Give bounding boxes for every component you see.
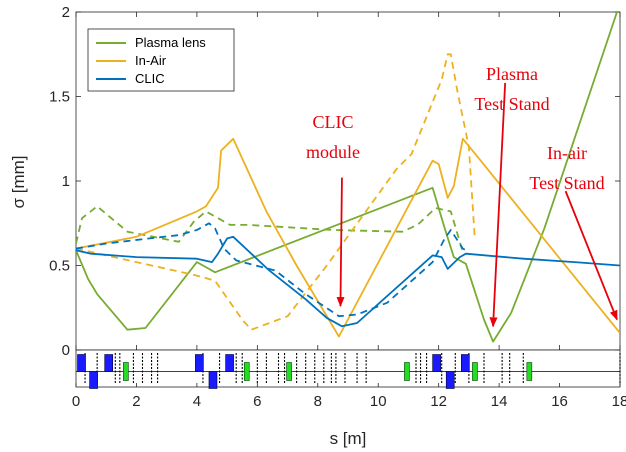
y-tick-label: 1.5 [49,89,70,106]
lattice-dipole [77,354,86,372]
lattice-dipole [208,371,218,389]
x-tick-label: 14 [491,393,508,410]
x-tick-label: 8 [314,393,322,410]
series-line-clic-solid [76,235,620,328]
lattice-dipole [89,371,98,389]
series-lines [76,12,620,343]
tick-labels: 0 0.5 1 1.5 2 0 2 4 6 8 10 12 14 16 18 [49,4,626,410]
lattice-quadrupole [472,362,478,381]
annotation-label: In-air [547,143,587,163]
x-tick-label: 4 [193,393,201,410]
x-tick-label: 0 [72,393,80,410]
x-tick-label: 2 [132,393,140,410]
lattice-dipole [225,354,234,372]
annotation-label: Plasma [486,64,538,84]
lattice-dipole [104,354,114,372]
lattice-quadrupole [526,362,533,381]
series-line-in-air-solid [76,137,620,338]
annotation-label: Test Stand [529,173,604,193]
annotation-arrow [564,190,618,321]
annotation-arrow [489,82,507,328]
annotations: CLIC module Plasma Test Stand In-air Test Sta… [306,64,618,328]
series-line-plasma-lens-dashed [76,205,464,253]
lattice-quadrupole [123,362,129,381]
legend: Plasma lens In-Air CLIC [87,28,235,92]
lattice-quadrupole [243,362,250,381]
series-line-plasma-lens-solid [76,12,618,343]
lattice-dipole [461,354,470,372]
y-tick-label: 0 [62,342,70,359]
series-line-in-air-dashed [76,53,476,331]
annotation-label: module [306,142,360,162]
annotation-label: CLIC [312,112,353,132]
lattice-dipole [195,354,204,372]
legend-label-plasma: Plasma lens [135,35,206,50]
x-tick-label: 10 [370,393,387,410]
lattice-dipole [432,354,441,372]
y-tick-label: 2 [62,4,70,21]
annotation-label: Test Stand [474,94,549,114]
x-tick-label: 6 [253,393,261,410]
x-tick-label: 12 [430,393,447,410]
y-tick-label: 0.5 [49,258,70,275]
legend-label-clic: CLIC [135,71,165,86]
y-axis-label: σ [mm] [9,156,28,209]
beamline-lattice [76,353,621,389]
x-tick-label: 16 [551,393,568,410]
lattice-quadrupole [404,362,410,381]
x-axis-label: s [m] [330,429,367,448]
lattice-quadrupole [286,362,292,381]
y-tick-label: 1 [62,173,70,190]
x-tick-label: 18 [612,393,626,410]
legend-label-inair: In-Air [135,53,167,68]
lattice-dipole [445,371,455,389]
annotation-arrow [336,177,345,308]
